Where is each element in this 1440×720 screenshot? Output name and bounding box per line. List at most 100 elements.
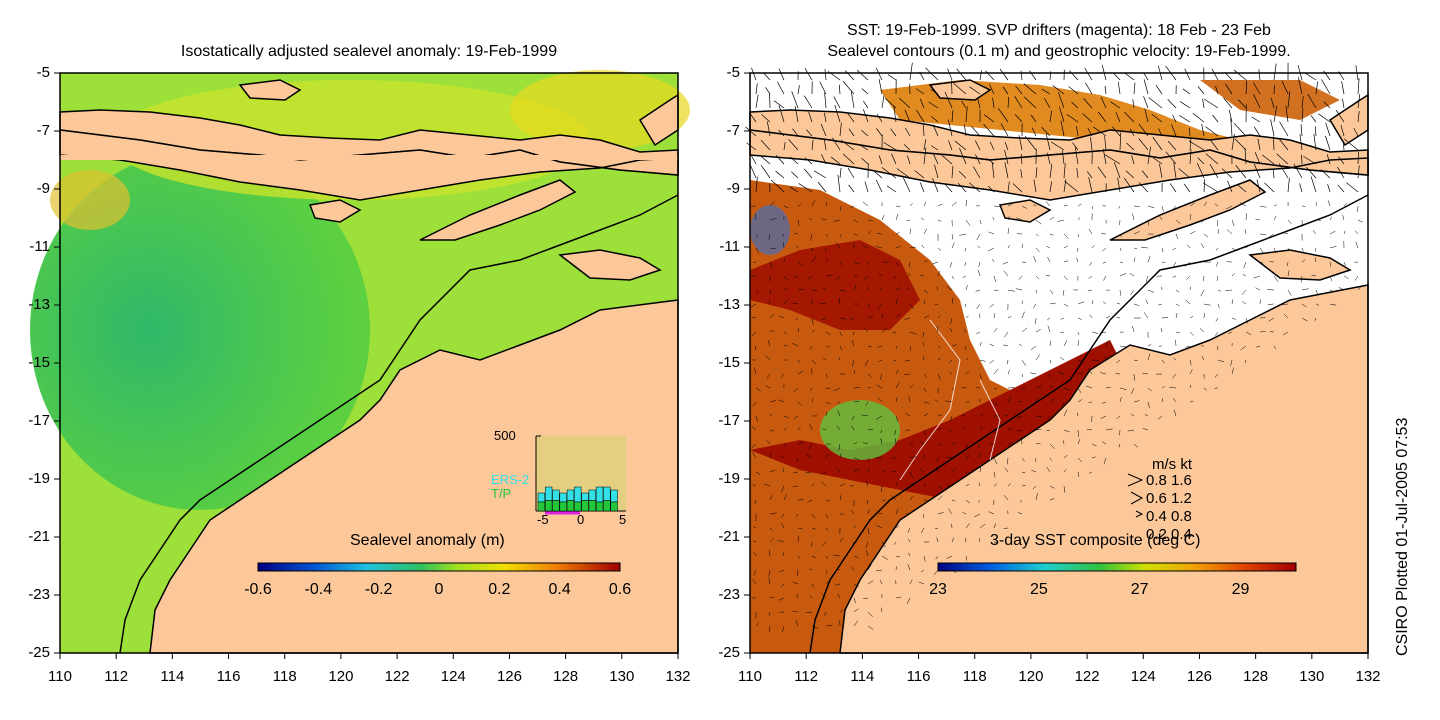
left-map-warm-patch [50,170,130,230]
left-map-low-anomaly [30,150,370,510]
inset-bar-ers2 [559,492,567,503]
inset-bar-tp [545,500,553,512]
inset-x-tick: -5 [537,512,549,527]
inset-bar-tp [559,501,567,512]
velocity-legend-row: 0.8 1.6 [1146,472,1192,489]
velocity-legend-header: m/s kt [1152,456,1192,473]
inset-bar-tp [603,500,611,512]
right-colorbar-tick: 27 [1130,581,1149,598]
inset-bar-tp [574,501,582,512]
x-tick-label: 114 [850,668,875,685]
y-tick-label: -9 [726,180,740,197]
y-tick-label: -13 [718,296,740,313]
inset-bar-tp [610,501,618,512]
inset-bar-ers2 [603,486,611,501]
inset-series-ers2: ERS-2 [491,472,530,487]
right-map-shelf-contour [809,194,1369,654]
credit-label: CSIRO Plotted 01-Jul-2005 07:53 [1394,417,1411,656]
velocity-legend-row: 0.6 1.2 [1146,490,1192,507]
inset-bar-ers2 [566,489,575,501]
inset-chart [535,435,626,515]
inset-x-tick: 0 [577,512,585,527]
right-panel-title-line1: SST: 19-Feb-1999. SVP drifters (magenta)… [847,22,1271,39]
x-tick-label: 132 [665,668,691,685]
y-tick-label: -13 [28,296,50,313]
inset-series-tp: T/P [491,486,512,501]
right-map-velocity-vectors [745,62,1363,633]
y-tick-label: -11 [29,238,50,255]
y-tick-label: -5 [726,64,740,81]
right-colorbar-label: 3-day SST composite (deg C) [990,532,1201,549]
left-colorbar [257,562,621,572]
left-panel-title: Isostatically adjusted sealevel anomaly:… [180,43,558,60]
right-colorbar [937,562,1297,572]
inset-bar-ers2 [595,486,604,503]
left-colorbar-tick: 0 [434,581,444,598]
inset-bar-tp [595,501,604,512]
inset-bar-ers2 [545,486,553,501]
y-tick-label: -21 [718,528,740,545]
y-tick-label: -5 [36,64,50,81]
inset-x-tick: 5 [619,512,627,527]
tick-marks [54,72,1369,659]
x-tick-label: 128 [553,668,579,685]
y-tick-label: -17 [718,412,740,429]
velocity-legend-row: 0.2 0.4 [1146,526,1192,543]
x-tick-label: 126 [496,668,522,685]
x-tick-label: 122 [1074,668,1100,685]
x-tick-label: 110 [48,668,72,685]
x-tick-label: 132 [1355,668,1381,685]
y-tick-label: -25 [28,644,50,661]
x-tick-label: 112 [104,668,129,685]
left-colorbar-tick: 0.6 [608,581,632,598]
y-tick-label: -19 [28,470,50,487]
x-tick-label: 120 [1018,668,1044,685]
y-tick-label: -7 [726,122,740,139]
y-tick-label: -19 [718,470,740,487]
inset-bar-tp [537,501,546,512]
inset-bar-ers2 [537,492,546,503]
inset-bar-tp [588,500,596,512]
x-tick-label: 110 [738,668,762,685]
y-tick-label: -9 [36,180,50,197]
right-map-sealevel-contour [899,319,961,481]
y-tick-label: -23 [718,586,740,603]
x-tick-label: 126 [1186,668,1212,685]
left-map-shelf-contour [119,194,679,654]
right-map [745,62,1369,654]
inset-bar-ers2 [588,489,596,501]
inset-bar-tp [581,500,589,512]
y-tick-label: -15 [28,354,50,371]
x-tick-label: 118 [962,668,987,685]
y-tick-label: -11 [719,238,740,255]
inset-bar-tp [566,500,575,512]
inset-y-label: 500 [494,428,516,443]
y-tick-label: -21 [28,528,50,545]
right-colorbar-tick: 25 [1029,581,1048,598]
x-tick-label: 120 [328,668,354,685]
velocity-legend-arrows [1127,473,1144,518]
left-map-sumba [308,199,362,223]
x-tick-label: 124 [1130,668,1156,685]
x-tick-label: 116 [216,668,241,685]
right-colorbar-tick: 23 [929,581,947,598]
x-tick-label: 128 [1243,668,1269,685]
x-tick-label: 116 [906,668,931,685]
left-colorbar-tick: 0.4 [548,581,571,598]
x-tick-label: 118 [272,668,297,685]
x-tick-label: 114 [160,668,185,685]
velocity-legend-row: 0.4 0.8 [1146,508,1192,525]
left-colorbar-tick: -0.6 [244,581,272,598]
left-colorbar-tick: -0.2 [364,581,393,598]
right-map-australia [839,284,1369,654]
y-tick-label: -23 [28,586,50,603]
inset-bar-tp [552,500,560,512]
inset-bar-ers2 [610,489,618,503]
right-colorbar-tick: 29 [1231,581,1250,598]
x-tick-label: 130 [1299,668,1325,685]
x-tick-label: 112 [794,668,819,685]
y-tick-label: -25 [718,644,740,661]
left-colorbar-label: Sealevel anomaly (m) [350,532,505,549]
left-colorbar-tick: 0.2 [488,581,511,598]
